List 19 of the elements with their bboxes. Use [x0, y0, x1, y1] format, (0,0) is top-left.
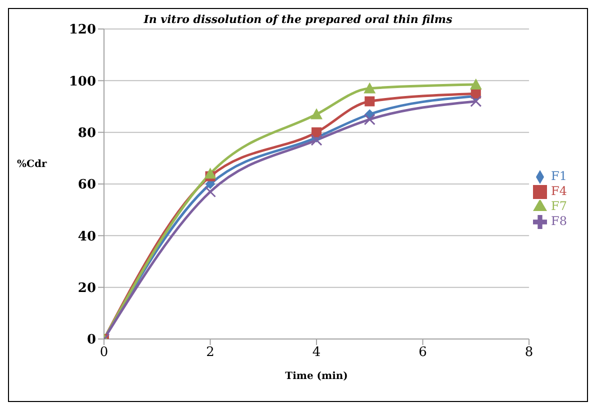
- legend-label: F7: [551, 199, 567, 213]
- y-tick-label: 120: [68, 22, 96, 38]
- x-tick-label: 2: [206, 345, 214, 360]
- y-tick-label: 60: [78, 178, 96, 193]
- x-tick-label: 0: [100, 345, 108, 360]
- y-tick-label: 20: [78, 280, 96, 296]
- y-tick-label: 100: [68, 74, 96, 90]
- legend-label: F8: [551, 214, 567, 228]
- x-tick-label: 4: [312, 345, 321, 360]
- x-tick-label: 8: [524, 345, 534, 360]
- y-tick-label: 40: [78, 229, 96, 244]
- x-tick-label: 6: [418, 345, 427, 360]
- y-tick-label: 80: [78, 126, 96, 141]
- legend-label: F1: [551, 169, 567, 184]
- y-tick-label: 0: [86, 332, 96, 348]
- legend-label: F4: [551, 184, 567, 198]
- chart-title: In vitro dissolution of the prepared oral thin films: [144, 13, 452, 26]
- y-axis-title: %Cdr: [17, 159, 47, 170]
- x-axis-title: Time (min): [285, 371, 348, 382]
